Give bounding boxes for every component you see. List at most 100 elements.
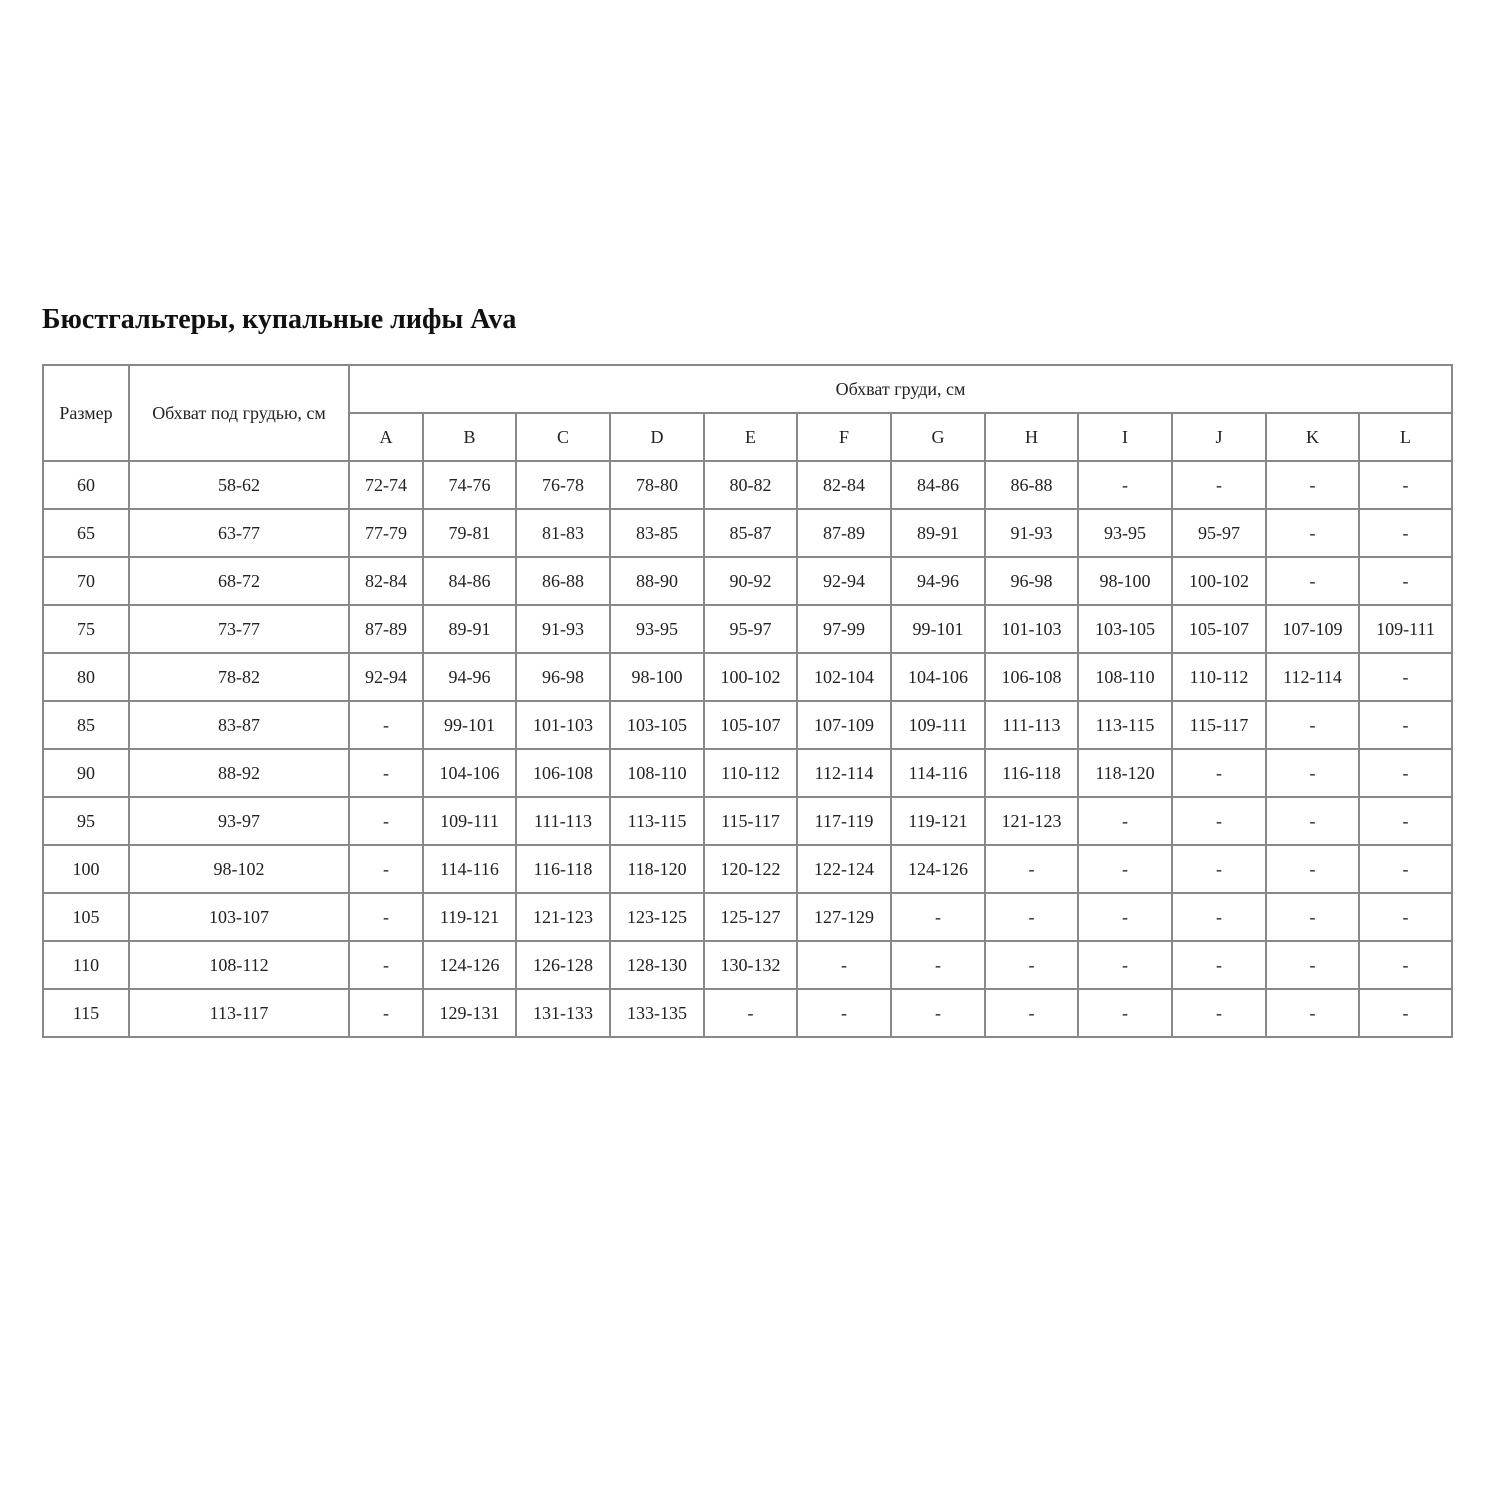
header-cup: D [609,412,705,462]
bust-cell: 124-126 [890,844,986,894]
bust-cell: - [984,892,1079,942]
table-row: 80 78-82 92-94 94-96 96-98 98-100 100-102 102-1… [42,652,1453,702]
size-cell: 75 [42,604,130,654]
bust-cell: 114-116 [422,844,517,894]
size-cell: 85 [42,700,130,750]
bust-cell: - [1358,508,1453,558]
bust-cell: 108-110 [609,748,705,798]
table-row: 75 73-77 87-89 89-91 91-93 93-95 95-97 97-99 99-… [42,604,1453,654]
bust-cell: - [1358,748,1453,798]
bust-cell: - [348,892,424,942]
bust-cell: 115-117 [1171,700,1267,750]
size-cell: 100 [42,844,130,894]
bust-cell: - [1265,460,1360,510]
size-cell: 115 [42,988,130,1038]
bust-cell: 98-100 [1077,556,1173,606]
bust-cell: 82-84 [796,460,892,510]
bust-cell: 109-111 [422,796,517,846]
bust-cell: 117-119 [796,796,892,846]
bust-cell: 93-95 [609,604,705,654]
bust-cell: 94-96 [890,556,986,606]
bust-cell: 77-79 [348,508,424,558]
bust-cell: - [1358,940,1453,990]
header-cup: L [1358,412,1453,462]
bust-cell: - [1358,796,1453,846]
bust-cell: - [1358,556,1453,606]
bust-cell: 104-106 [890,652,986,702]
bust-cell: 121-123 [515,892,611,942]
bust-cell: 74-76 [422,460,517,510]
bust-cell: 80-82 [703,460,798,510]
bust-cell: 72-74 [348,460,424,510]
bust-cell: - [1265,508,1360,558]
bust-cell: - [796,988,892,1038]
bust-cell: 99-101 [422,700,517,750]
bust-cell: - [1171,892,1267,942]
header-cup: C [515,412,611,462]
bust-cell: 112-114 [796,748,892,798]
header-cup: F [796,412,892,462]
bust-cell: 91-93 [515,604,611,654]
bust-cell: 119-121 [422,892,517,942]
underbust-cell: 88-92 [128,748,350,798]
bust-cell: 90-92 [703,556,798,606]
table-row: 95 93-97-109-111 111-113 113-115 115-117 117-… [42,796,1453,846]
bust-cell: - [984,988,1079,1038]
bust-cell: - [890,988,986,1038]
table-row: 100 98-102-114-116 116-118 118-120 120-122 12… [42,844,1453,894]
bust-cell: 109-111 [1358,604,1453,654]
bust-cell: 124-126 [422,940,517,990]
bust-cell: - [1265,940,1360,990]
table-row: 85 83-87-99-101 101-103 103-105 105-107 107-1… [42,700,1453,750]
underbust-cell: 58-62 [128,460,350,510]
bust-cell: 81-83 [515,508,611,558]
bust-cell: - [1077,892,1173,942]
bust-cell: - [1171,460,1267,510]
bust-cell: 121-123 [984,796,1079,846]
table-row: 115 113-117-129-131 131-133 133-135- - - - - - - - [42,988,1453,1038]
bust-cell: 110-112 [703,748,798,798]
bust-cell: 107-109 [1265,604,1360,654]
header-cup: A [348,412,424,462]
bust-cell: 115-117 [703,796,798,846]
bust-cell: - [348,748,424,798]
size-cell: 70 [42,556,130,606]
header-cup: E [703,412,798,462]
bust-cell: - [1358,460,1453,510]
bust-cell: 85-87 [703,508,798,558]
bust-cell: - [348,700,424,750]
bust-cell: 100-102 [703,652,798,702]
bust-cell: 92-94 [348,652,424,702]
bust-cell: 102-104 [796,652,892,702]
bust-cell: - [796,940,892,990]
bust-cell: 86-88 [515,556,611,606]
table-row: 105 103-107-119-121 121-123 123-125 125-127 1… [42,892,1453,942]
bust-cell: 103-105 [1077,604,1173,654]
bust-cell: 126-128 [515,940,611,990]
header-row: Размер Обхват под грудью, см Обхват груд… [42,364,1453,462]
bust-cell: 104-106 [422,748,517,798]
bust-cell: 84-86 [422,556,517,606]
bust-cell: - [984,940,1079,990]
bust-cell: 84-86 [890,460,986,510]
bust-cell: - [1358,892,1453,942]
size-cell: 95 [42,796,130,846]
bust-cell: 119-121 [890,796,986,846]
bust-cell: 101-103 [515,700,611,750]
bust-cell: 118-120 [1077,748,1173,798]
bust-cell: 116-118 [515,844,611,894]
bust-cell: 97-99 [796,604,892,654]
bust-cell: - [1358,988,1453,1038]
size-cell: 60 [42,460,130,510]
bust-cell: 89-91 [422,604,517,654]
bust-cell: - [348,796,424,846]
bust-cell: 122-124 [796,844,892,894]
bust-cell: 95-97 [1171,508,1267,558]
underbust-cell: 93-97 [128,796,350,846]
bust-cell: - [1077,796,1173,846]
bust-cell: 89-91 [890,508,986,558]
table-row: 60 58-62 72-74 74-76 76-78 78-80 80-82 82-84 84-… [42,460,1453,510]
underbust-cell: 63-77 [128,508,350,558]
bust-cell: 103-105 [609,700,705,750]
